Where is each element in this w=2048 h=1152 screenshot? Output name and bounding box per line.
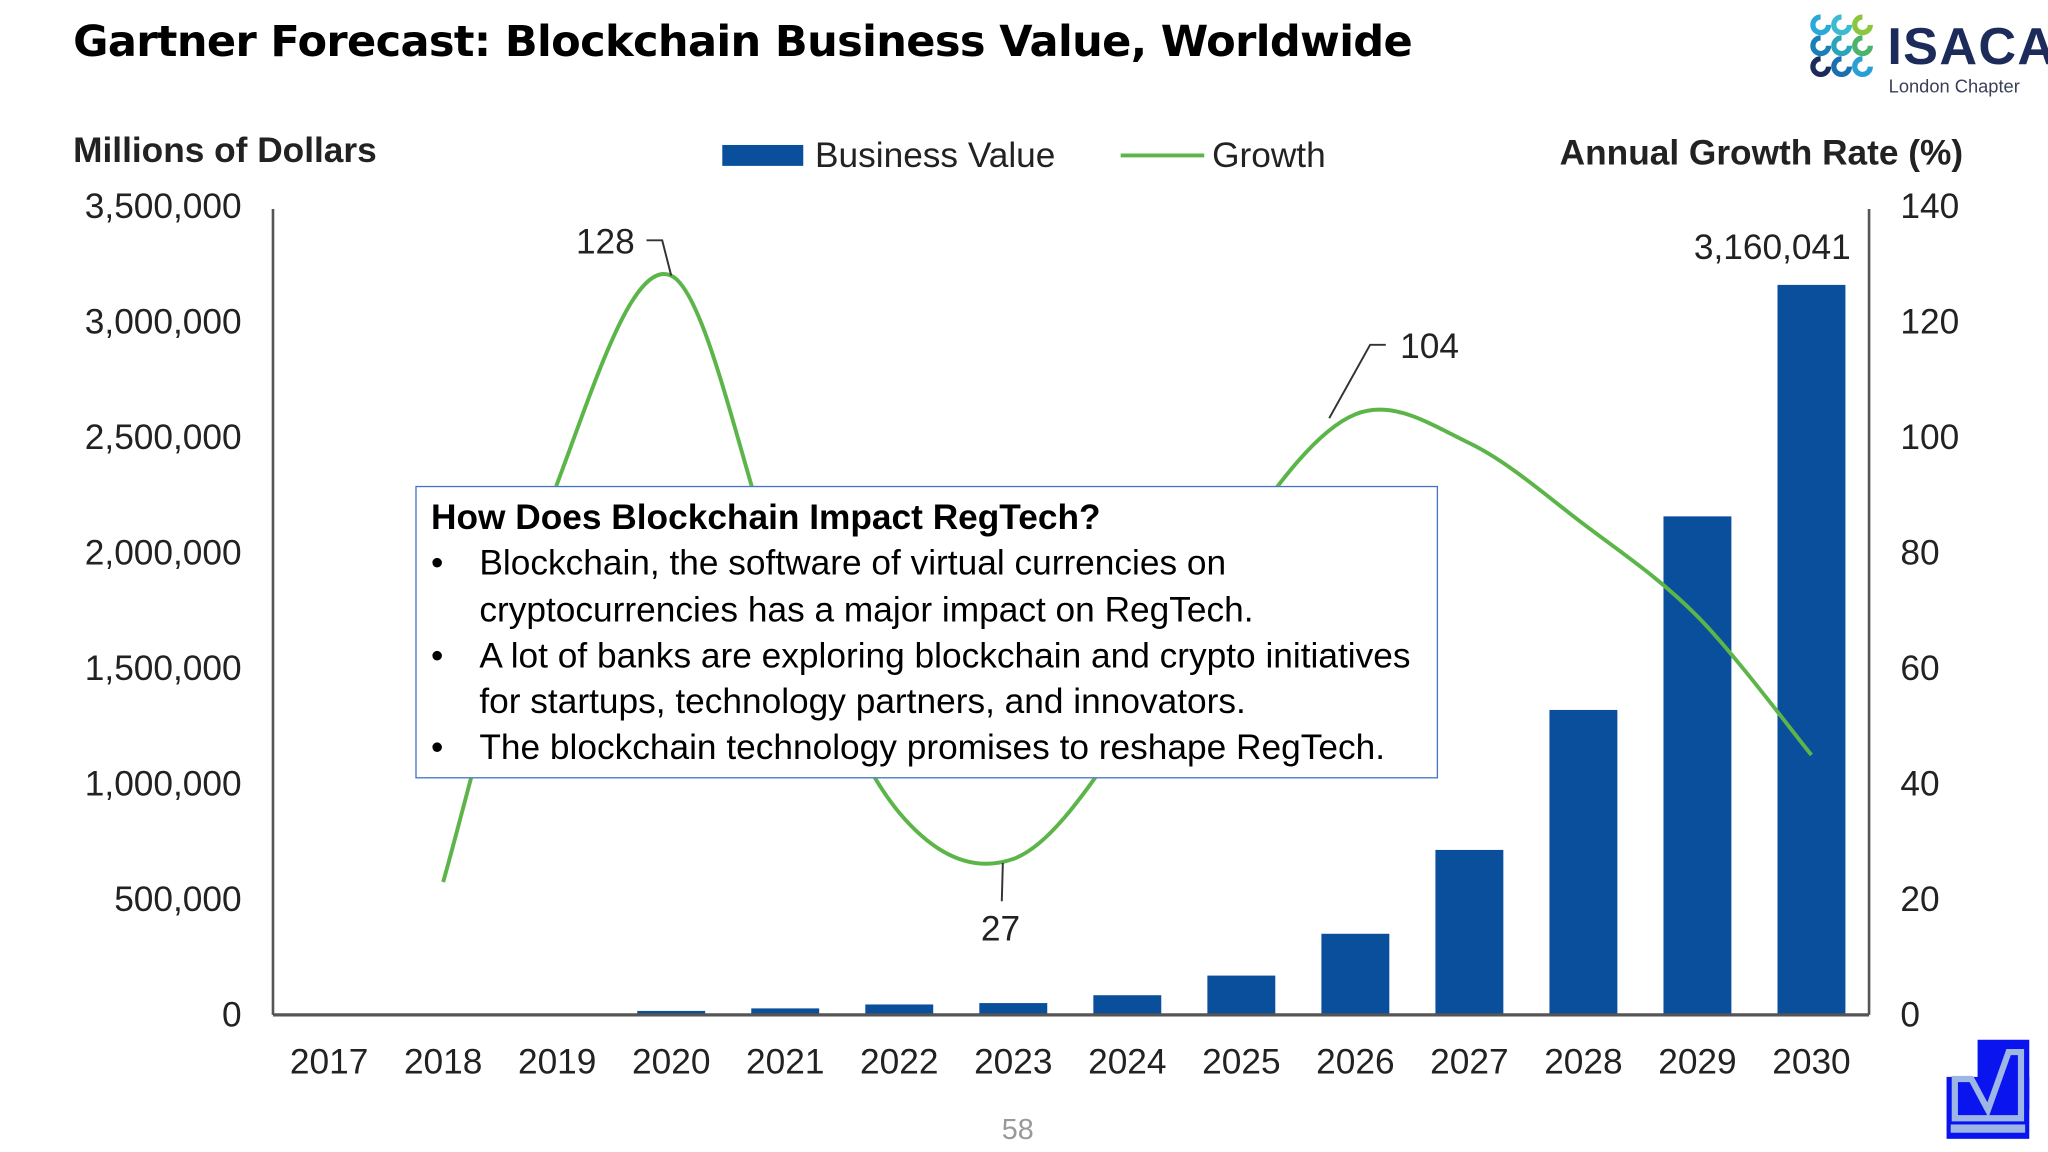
isaca-logo-text: ISACA <box>1887 18 2048 76</box>
x-tick-label: 2024 <box>1088 1043 1166 1082</box>
data-label-2023: 27 <box>981 909 1020 948</box>
y-tick-label: 1,000,000 <box>85 765 242 804</box>
info-bullets: Blockchain, the software of virtual curr… <box>431 541 1424 772</box>
bar-2020 <box>637 1010 706 1015</box>
data-label-2030: 3,160,041 <box>1694 228 1851 267</box>
m-brand-logo-icon <box>1946 1039 2030 1139</box>
y-tick-label: 0 <box>222 996 242 1035</box>
y2-tick-label: 100 <box>1900 418 1959 457</box>
x-tick-label: 2029 <box>1658 1043 1736 1082</box>
y-tick-label: 2,500,000 <box>85 418 242 457</box>
bar-2027 <box>1435 849 1504 1015</box>
bar-2028 <box>1549 709 1618 1015</box>
x-tick-label: 2019 <box>518 1043 596 1082</box>
bar-2024 <box>1093 995 1162 1015</box>
y2-tick-label: 20 <box>1900 880 1939 919</box>
y2-axis-title: Annual Growth Rate (%) <box>1560 134 1963 173</box>
x-tick-label: 2027 <box>1430 1043 1508 1082</box>
growth-line <box>441 272 1813 883</box>
y-tick-label: 2,000,000 <box>85 534 242 573</box>
y-tick-label: 3,000,000 <box>85 303 242 342</box>
bar-2030 <box>1777 284 1846 1015</box>
x-tick-label: 2030 <box>1772 1043 1850 1082</box>
x-tick-label: 2020 <box>632 1043 710 1082</box>
page-number: 58 <box>1001 1112 1034 1146</box>
x-tick-label: 2021 <box>746 1043 824 1082</box>
y2-tick-label: 80 <box>1900 534 1939 573</box>
data-label-2026: 104 <box>1400 327 1459 366</box>
isaca-logo-subtitle: London Chapter <box>1888 75 2020 97</box>
info-text: How Does Blockchain Impact RegTech? Bloc… <box>431 495 1424 772</box>
isaca-rings-icon <box>1810 14 1873 78</box>
legend-swatch-business-value <box>722 144 804 166</box>
y2-tick-label: 60 <box>1900 649 1939 688</box>
bar-2022 <box>865 1004 934 1015</box>
y-tick-label: 500,000 <box>114 880 241 919</box>
x-tick-label: 2025 <box>1202 1043 1280 1082</box>
info-heading: How Does Blockchain Impact RegTech? <box>431 497 1101 537</box>
legend-label-business-value: Business Value <box>815 136 1055 175</box>
info-bullet: A lot of banks are exploring blockchain … <box>431 633 1424 725</box>
bar-2021 <box>751 1008 820 1015</box>
y2-tick-label: 120 <box>1900 303 1959 342</box>
y-tick-label: 1,500,000 <box>85 649 242 688</box>
slide-title: Gartner Forecast: Blockchain Business Va… <box>73 15 1413 67</box>
bar-2023 <box>979 1003 1048 1015</box>
x-tick-label: 2022 <box>860 1043 938 1082</box>
info-bullet: The blockchain technology promises to re… <box>431 726 1424 772</box>
data-label-2020: 128 <box>576 222 635 261</box>
legend: Business Value Growth <box>722 136 1326 175</box>
leader-line <box>1000 862 1004 902</box>
bar-2025 <box>1207 975 1276 1015</box>
y2-tick-label: 140 <box>1900 187 1959 226</box>
y2-tick-label: 0 <box>1900 996 1920 1035</box>
legend-label-growth: Growth <box>1212 136 1326 175</box>
isaca-logo: ISACA London Chapter <box>1809 13 2048 104</box>
x-tick-label: 2018 <box>404 1043 482 1082</box>
y2-tick-label: 40 <box>1900 765 1939 804</box>
info-bullet: Blockchain, the software of virtual curr… <box>431 541 1424 633</box>
leader-line <box>1328 343 1386 419</box>
x-tick-label: 2026 <box>1316 1043 1394 1082</box>
leader-line <box>646 239 673 276</box>
x-tick-label: 2023 <box>974 1043 1052 1082</box>
y-tick-label: 3,500,000 <box>85 187 242 226</box>
x-tick-label: 2017 <box>290 1043 368 1082</box>
y-axis-title: Millions of Dollars <box>73 131 377 170</box>
bar-2029 <box>1663 516 1732 1015</box>
bar-2026 <box>1321 933 1390 1015</box>
x-tick-label: 2028 <box>1544 1043 1622 1082</box>
